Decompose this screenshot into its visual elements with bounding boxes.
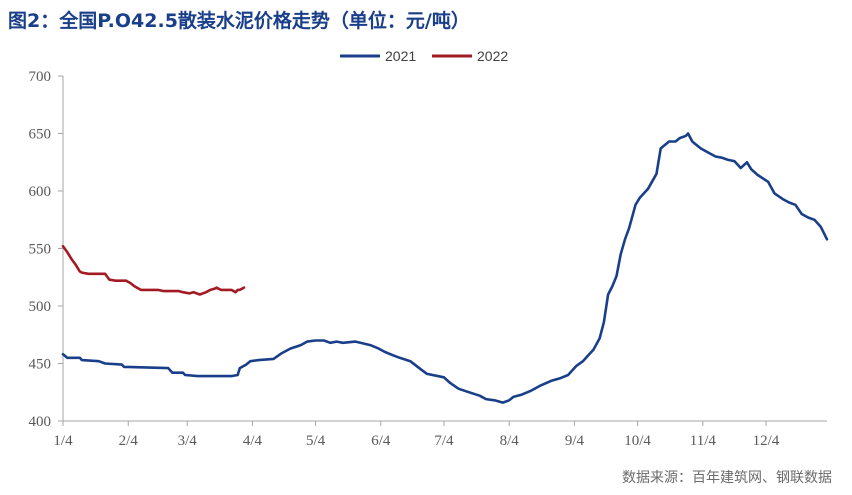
x-tick-label: 2/4 (119, 433, 139, 449)
y-tick-label: 650 (29, 127, 52, 143)
x-tick-label: 11/4 (690, 433, 717, 449)
y-tick-label: 550 (29, 242, 52, 258)
series-line-2022 (61, 244, 246, 296)
series-line-2021 (61, 132, 829, 404)
series-group (61, 132, 829, 404)
axes: 400 450 500 550 600 650 700 1/4 2/4 3/4 4/4 5/4 6/4 7… (29, 69, 827, 449)
y-tick-label: 400 (29, 414, 52, 430)
x-tick-label: 9/4 (565, 433, 585, 449)
y-tick-label: 600 (29, 184, 52, 200)
x-tick-label: 8/4 (500, 433, 520, 449)
x-tick-label: 1/4 (53, 433, 73, 449)
legend-label-2022: 2022 (477, 48, 508, 64)
x-tick-label: 3/4 (178, 433, 198, 449)
legend-label-2021: 2021 (385, 48, 416, 64)
legend: 2021 2022 (340, 48, 508, 64)
x-tick-label: 4/4 (243, 433, 263, 449)
x-tick-label: 6/4 (371, 433, 391, 449)
chart-title-text: 全国P.O42.5散装水泥价格走势（单位：元/吨） (59, 10, 470, 32)
x-tick-label: 5/4 (306, 433, 326, 449)
y-tick-label: 700 (29, 69, 52, 85)
figure-label: 图2： (8, 10, 60, 32)
x-tick-label: 10/4 (624, 433, 651, 449)
x-tick-label: 7/4 (434, 433, 454, 449)
data-source: 数据来源：百年建筑网、钢联数据 (622, 470, 832, 486)
y-tick-label: 500 (29, 299, 52, 315)
y-tick-label: 450 (29, 357, 52, 373)
x-tick-label: 12/4 (753, 433, 780, 449)
chart-title: 图2：全国P.O42.5散装水泥价格走势（单位：元/吨） (8, 6, 470, 33)
